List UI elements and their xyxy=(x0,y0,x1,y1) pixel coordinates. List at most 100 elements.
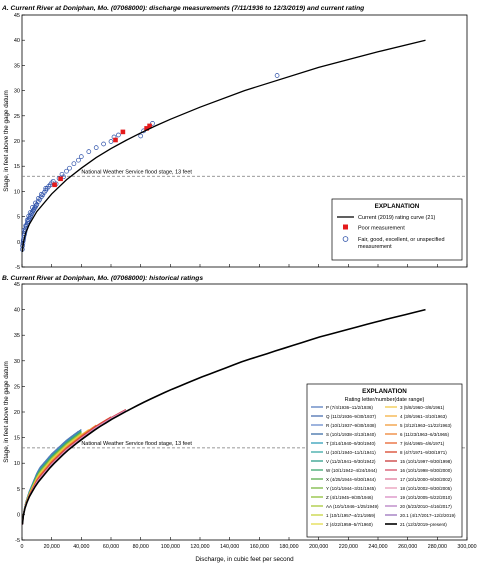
fair-measurement-point xyxy=(43,186,49,191)
legend-label: 2 (4/22/1959–5/7/1960) xyxy=(326,522,373,527)
y-axis-label-a: Stage, in feet above the gage datum xyxy=(3,90,10,192)
y-tick-label: 20 xyxy=(14,410,20,416)
y-axis-label-b: Stage, in feet above the gage datum xyxy=(3,361,10,463)
panel-a-flood-stage-label: National Weather Service flood stage, 13… xyxy=(81,169,192,175)
x-tick-label: 40,000 xyxy=(73,544,89,550)
rating-curve-line xyxy=(21,410,127,525)
legend-label: 15 (10/1/1997–9/30/1998) xyxy=(400,459,452,464)
legend-current-curve-label: Current (2019) rating curve (21) xyxy=(358,215,436,221)
y-tick-label: 40 xyxy=(14,308,20,314)
panel-b-legend-title: EXPLANATION xyxy=(362,388,407,395)
fair-measurement-point xyxy=(33,200,38,206)
legend-label: 4 (3/9/1961–3/10/1963) xyxy=(400,414,447,419)
legend-label: 18 (10/1/2002–9/30/2005) xyxy=(400,486,452,491)
panel-a-legend-box xyxy=(331,198,463,261)
y-tick-label: 15 xyxy=(14,164,20,170)
y-tick-label: 20 xyxy=(14,139,20,145)
legend-label: 20.1 (4/17/2017–12/2/2019) xyxy=(400,513,456,518)
fair-measurement-point xyxy=(150,121,155,126)
fair-measurement-point xyxy=(138,133,144,139)
legend-label: W (10/1/1942–4/24/1944) xyxy=(326,468,378,473)
legend-label: R (10/1/1937–9/30/1938) xyxy=(326,423,377,428)
y-tick-label: 0 xyxy=(17,240,20,246)
fair-measurement-point xyxy=(76,157,81,163)
legend-label: 7 (6/4/1965–4/6/1971) xyxy=(400,441,445,446)
panel-b-rating-curves xyxy=(21,308,426,525)
x-tick-label: 60,000 xyxy=(103,544,119,550)
rating-curve-line xyxy=(21,409,127,525)
y-tick-label: 5 xyxy=(17,215,20,221)
legend-label: S (10/1/1938–3/13/1940) xyxy=(326,432,376,437)
poor-measurement-point xyxy=(58,176,63,182)
rating-curve-line xyxy=(21,409,127,525)
x-tick-label: 220,000 xyxy=(339,544,358,550)
panel-a-poor-measurements xyxy=(52,123,152,188)
legend-poor-marker xyxy=(343,224,348,230)
legend-fair-label-line2: measurement xyxy=(358,244,392,250)
fair-measurement-point xyxy=(86,149,92,154)
rating-curve-line xyxy=(21,416,112,525)
x-tick-label: 140,000 xyxy=(220,544,239,550)
legend-fair-label-line1: Fair, good, excellent, or unspecified xyxy=(358,237,445,243)
x-tick-label: 100,000 xyxy=(161,544,180,550)
x-tick-label: 180,000 xyxy=(279,544,298,550)
y-tick-label: 30 xyxy=(14,89,20,95)
fair-measurement-point xyxy=(23,223,29,229)
legend-label: X (4/25/1944–9/30/1944) xyxy=(326,477,376,482)
y-tick-label: 40 xyxy=(14,38,20,44)
x-tick-label: 200,000 xyxy=(309,544,328,550)
y-tick-label: 0 xyxy=(17,512,20,518)
legend-fair-marker xyxy=(342,236,349,242)
legend-label: 20 (5/23/2010–4/16/2017) xyxy=(400,504,452,509)
x-tick-label: 260,000 xyxy=(398,544,417,550)
y-tick-label: 45 xyxy=(14,282,20,288)
rating-curve-line xyxy=(21,410,127,525)
panel-a-title: A. Current River at Doniphan, Mo. (07068… xyxy=(1,5,364,12)
fair-measurement-point xyxy=(27,210,33,215)
rating-curve-line xyxy=(21,308,426,525)
fair-measurement-point xyxy=(71,161,77,167)
x-tick-label: 300,000 xyxy=(457,544,476,550)
y-tick-label: 15 xyxy=(14,436,20,442)
rating-curve-line xyxy=(21,429,90,525)
legend-label: T (3/14/1940–9/30/1940) xyxy=(326,441,376,446)
panel-b-legend-box xyxy=(306,383,463,538)
fair-measurement-point xyxy=(67,165,72,171)
panel-a-legend: EXPLANATION Current (2019) rating curve … xyxy=(331,198,463,261)
fair-measurement-point xyxy=(30,205,35,210)
x-tick-label: 240,000 xyxy=(368,544,387,550)
legend-label: 3 (5/8/1960–3/8/1961) xyxy=(400,405,445,410)
fair-measurement-point xyxy=(35,196,41,201)
x-tick-label: 80,000 xyxy=(133,544,149,550)
panel-a-legend-title: EXPLANATION xyxy=(375,203,420,210)
legend-label: 8 (4/7/1971–9/30/1971) xyxy=(400,450,447,455)
x-axis-label: Discharge, in cubic feet per second xyxy=(195,556,294,563)
poor-measurement-point xyxy=(120,129,126,135)
panel-b-legend: EXPLANATION Rating letter/number(date ra… xyxy=(306,383,463,538)
x-tick-label: 160,000 xyxy=(250,544,269,550)
legend-poor-label: Poor measurement xyxy=(358,226,405,232)
y-tick-label: 10 xyxy=(14,189,20,195)
poor-measurement-point xyxy=(113,137,118,143)
poor-measurement-point xyxy=(144,126,149,131)
y-tick-label: 5 xyxy=(17,487,20,493)
fair-measurement-point xyxy=(33,203,39,208)
panel-a-y-ticks: -5 0 5 10 15 20 25 30 35 40 45 xyxy=(14,13,25,271)
legend-label: Y (10/1/1944–3/31/1945) xyxy=(326,486,376,491)
y-tick-label: 35 xyxy=(14,63,20,69)
fair-measurement-point xyxy=(108,139,114,144)
y-tick-label: 35 xyxy=(14,333,20,339)
x-tick-label: 20,000 xyxy=(44,544,60,550)
legend-label: 19 (10/1/2005–5/22/2010) xyxy=(400,495,452,500)
legend-label: Z (4/1/1945–9/30/1946) xyxy=(326,495,374,500)
y-tick-label: 25 xyxy=(14,114,20,120)
legend-label: AA (10/1/1946–1/25/1949) xyxy=(326,504,379,509)
legend-label: 21 (12/3/2019–present) xyxy=(400,522,447,527)
y-tick-label: 25 xyxy=(14,384,20,390)
panel-b: B. Current River at Doniphan, Mo. (07068… xyxy=(2,275,477,550)
y-tick-label: -5 xyxy=(15,265,20,271)
legend-label: V (11/2/1941–9/30/1942) xyxy=(326,459,376,464)
poor-measurement-point xyxy=(52,182,57,188)
panel-a-fair-measurements xyxy=(19,73,280,252)
